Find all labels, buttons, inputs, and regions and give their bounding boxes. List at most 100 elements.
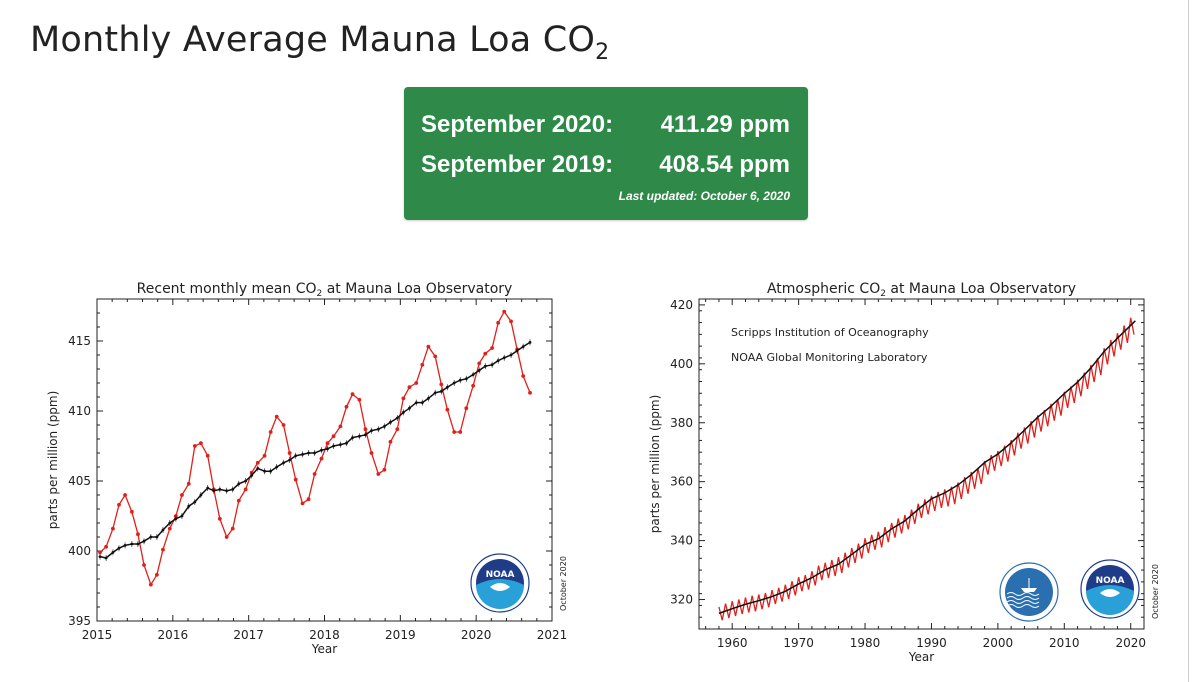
x-tick-label: 2019 [385,628,416,642]
y-tick-label: 410 [68,404,91,418]
monthly-point [382,467,387,472]
page-title: Monthly Average Mauna Loa CO2 [30,20,610,65]
co2-stats-panel: September 2020: 411.29 ppm September 201… [404,87,808,220]
stat-label-previous: September 2019: [421,151,614,178]
y-tick-label: 400 [68,544,91,558]
chart-recent: Recent monthly mean CO2 at Mauna Loa Obs… [46,281,568,656]
monthly-point [509,319,513,324]
y-tick-label: 395 [68,614,91,628]
monthly-point [439,382,444,387]
source-label-1: Scripps Institution of Oceanography [731,326,929,339]
x-tick-label: 2017 [233,628,264,642]
monthly-point [357,397,362,402]
monthly-point [502,309,507,314]
monthly-point [306,497,311,502]
y-tick-label: 320 [670,593,693,607]
monthly-point [167,526,172,531]
monthly-point [414,381,419,385]
monthly-point [395,427,400,432]
monthly-point [186,481,191,486]
noaa-logo-label: NOAA [1096,576,1125,586]
x-tick-label: 2020 [461,628,492,642]
series-line-trend [718,320,1136,615]
monthly-point [420,362,425,367]
monthly-point [123,493,127,497]
plot-area [718,317,1136,621]
monthly-point [433,354,438,359]
monthly-point [148,582,153,587]
monthly-point [129,509,134,514]
stat-value-current: 411.29 ppm [660,111,790,138]
monthly-point [142,563,146,567]
monthly-point [521,374,526,378]
x-tick-label: 1980 [850,636,881,650]
y-tick-label: 360 [670,475,693,489]
monthly-point [338,424,343,429]
monthly-point [376,472,381,476]
monthly-point [281,423,286,427]
monthly-point [325,441,330,446]
monthly-point [458,430,463,434]
monthly-point [452,430,457,434]
last-updated-text: Last updated: October 6, 2020 [618,189,790,203]
x-tick-label: 2020 [1115,636,1146,650]
noaa-logo-label: NOAA [486,570,515,580]
monthly-point [198,441,203,446]
x-tick-label: 1970 [783,636,814,650]
monthly-point [490,346,494,350]
monthly-point [344,404,349,409]
x-axis-label: Year [311,642,337,656]
source-label-2: NOAA Global Monitoring Laboratory [731,351,928,364]
noaa-logo-icon: NOAA [1080,559,1140,619]
monthly-point [369,451,374,455]
plot-frame [698,298,1145,630]
monthly-point [464,406,469,411]
monthly-point [483,351,488,356]
monthly-point [287,451,292,455]
monthly-point [331,434,336,439]
x-tick-label: 2018 [309,628,340,642]
monthly-point [445,407,450,412]
monthly-point [350,392,355,397]
stat-label-current: September 2020: [421,111,614,138]
monthly-point [401,396,406,401]
monthly-point [104,544,108,549]
y-tick-label: 340 [670,534,693,548]
monthly-point [155,572,159,577]
chart-title: Recent monthly mean CO2 at Mauna Loa Obs… [137,281,513,299]
monthly-point [255,460,260,465]
monthly-point [230,526,235,531]
x-tick-label: 2015 [82,628,113,642]
monthly-point [262,453,267,458]
monthly-point [426,344,431,349]
x-tick-label: 2010 [1049,636,1080,650]
x-tick-label: 1960 [717,636,748,650]
x-tick-label: 2016 [158,628,189,642]
x-tick-label: 2021 [537,628,568,642]
x-axis-label: Year [908,650,934,664]
stat-row-previous: September 2019: 408.54 ppm [421,151,790,179]
monthly-point [111,526,115,531]
monthly-point [363,427,368,432]
y-tick-label: 405 [68,474,91,488]
stat-value-previous: 408.54 ppm [659,151,790,178]
monthly-point [293,477,298,482]
monthly-point [117,502,121,507]
monthly-point [300,501,305,506]
x-tick-label: 2000 [983,636,1014,650]
plot-area [98,309,532,587]
monthly-point [192,444,197,448]
chart-title: Atmospheric CO2 at Mauna Loa Observatory [767,281,1076,299]
monthly-point [161,547,165,552]
side-note: October 2020 [559,556,568,611]
series-line-trend [99,341,531,559]
monthly-point [312,472,317,476]
y-tick-label: 415 [68,334,91,348]
y-tick-label: 380 [670,416,693,430]
monthly-point [205,453,210,458]
side-note: October 2020 [1151,564,1160,619]
y-tick-label: 420 [670,298,693,312]
monthly-point [274,414,279,419]
series-line-monthly [99,310,531,587]
